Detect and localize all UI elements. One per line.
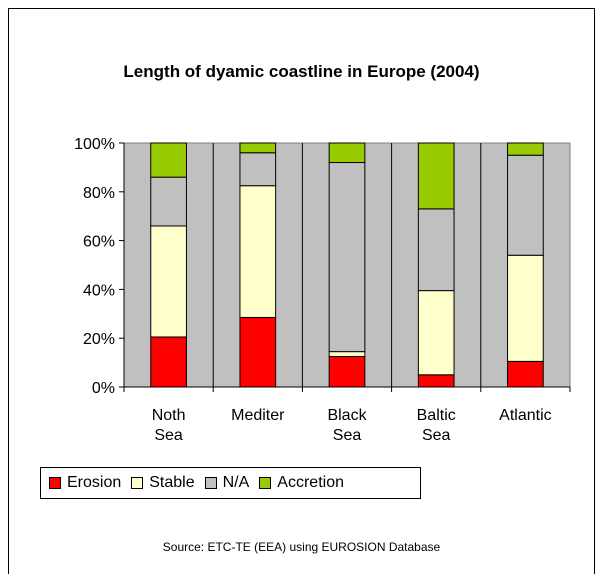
x-tick-label: Sea xyxy=(422,427,451,444)
x-tick-label: Black xyxy=(327,407,367,424)
legend-label-erosion: Erosion xyxy=(67,474,122,491)
bar-stable-0 xyxy=(150,225,187,338)
x-tick-label: Sea xyxy=(154,427,183,444)
legend-item-accretion: Accretion xyxy=(259,474,344,492)
source-note: Source: ETC-TE (EEA) using EUROSION Data… xyxy=(162,540,441,554)
y-tick-label: 80% xyxy=(83,185,115,202)
bar-stable-1 xyxy=(239,185,277,318)
chart-title: Length of dyamic coastline in Europe (20… xyxy=(123,62,480,81)
bar-accretion-0 xyxy=(150,142,187,178)
legend-item-na: N/A xyxy=(204,474,250,492)
bar-accretion-4 xyxy=(507,142,544,156)
x-tick-label: Atlantic xyxy=(499,407,551,424)
bar-stable-2 xyxy=(328,351,366,357)
legend-label-stable: Stable xyxy=(149,474,195,491)
bar-na-3 xyxy=(417,208,455,292)
legend-item-erosion: Erosion xyxy=(49,474,121,492)
y-tick-label: 100% xyxy=(74,136,115,153)
bar-na-2 xyxy=(328,162,366,353)
y-tick-label: 40% xyxy=(83,282,115,299)
bar-stable-3 xyxy=(417,290,455,376)
legend-label-accretion: Accretion xyxy=(277,474,344,491)
y-tick-label: 0% xyxy=(92,380,115,397)
x-tick-label: Baltic xyxy=(417,407,456,424)
bar-erosion-3 xyxy=(417,374,455,388)
legend-swatch-accretion xyxy=(259,477,272,489)
bar-accretion-3 xyxy=(417,142,455,210)
bar-erosion-4 xyxy=(507,360,544,388)
bar-erosion-0 xyxy=(150,336,187,388)
bar-accretion-2 xyxy=(328,142,366,164)
y-tick-label: 20% xyxy=(83,331,115,348)
bar-erosion-1 xyxy=(239,316,277,388)
bar-erosion-2 xyxy=(328,356,366,388)
bar-na-0 xyxy=(150,176,187,227)
legend-label-na: N/A xyxy=(222,474,250,491)
x-tick-label: Mediter xyxy=(231,407,285,424)
legend-item-stable: Stable xyxy=(131,474,195,492)
legend-swatch-erosion xyxy=(49,477,61,489)
bar-na-4 xyxy=(507,154,544,256)
bar-accretion-1 xyxy=(239,142,277,154)
legend-swatch-stable xyxy=(131,477,144,489)
bar-na-1 xyxy=(239,152,277,187)
legend: Erosion Stable N/A Accretion xyxy=(40,467,421,499)
x-tick-label: Noth xyxy=(152,407,186,424)
y-tick-label: 60% xyxy=(83,234,115,251)
bar-stable-4 xyxy=(507,254,544,362)
legend-swatch-na xyxy=(204,477,217,489)
x-tick-label: Sea xyxy=(333,427,362,444)
